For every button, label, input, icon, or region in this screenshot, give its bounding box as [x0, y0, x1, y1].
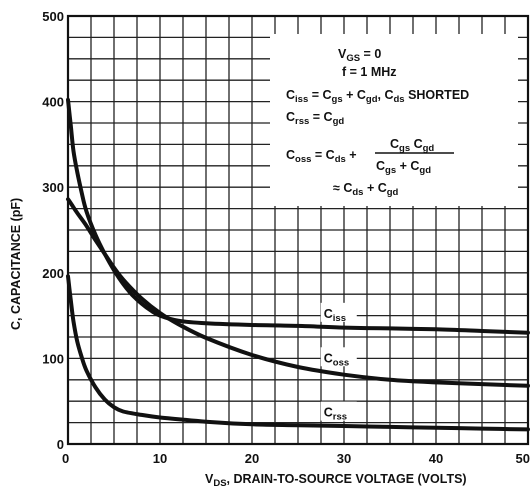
y-tick-label: 0 [57, 437, 64, 452]
annotation-coss-denominator: Cgs + Cgd [376, 159, 431, 176]
plot-frame [66, 14, 530, 446]
x-tick-label: 40 [429, 451, 443, 466]
series-label-background [320, 347, 357, 367]
annotation-frequency: f = 1 MHz [342, 65, 397, 79]
x-tick-label: 50 [516, 451, 530, 466]
series-label-background [320, 302, 357, 322]
x-axis-label: VDS, DRAIN-TO-SOURCE VOLTAGE (VOLTS) [205, 472, 467, 489]
x-tick-label: 10 [153, 451, 167, 466]
series-label-background [320, 401, 357, 421]
y-tick-label: 100 [42, 351, 64, 366]
series-label-ciss: Ciss [324, 307, 346, 324]
x-tick-label: 30 [337, 451, 351, 466]
series-label-crss: Crss [324, 406, 347, 423]
annotation-ciss-definition: Ciss = Cgs + Cgd, Cds SHORTED [286, 88, 469, 105]
y-tick-label: 400 [42, 95, 64, 110]
annotation-vgs: VGS = 0 [338, 47, 381, 64]
series-curves [66, 97, 530, 432]
x-tick-label: 0 [62, 451, 69, 466]
conditions-annotation: VGS = 0 f = 1 MHz Ciss = Cgs + Cgd, Cds … [270, 34, 518, 206]
series-line-crss [66, 274, 530, 432]
annotation-coss-numerator: Cgs Cgd [390, 137, 434, 154]
series-line-coss [66, 197, 530, 388]
annotation-crss-definition: Crss = Cgd [286, 110, 344, 127]
annotation-coss-definition: Coss = Cds + [286, 148, 357, 165]
annotation-coss-approximation: ≈ Cds + Cgd [333, 181, 399, 198]
y-tick-label: 200 [42, 266, 64, 281]
series-label-coss: Coss [324, 351, 349, 368]
y-tick-label: 300 [42, 180, 64, 195]
x-tick-label: 20 [245, 451, 259, 466]
series-line-ciss [66, 97, 530, 335]
y-axis-label: C, CAPACITANCE (pF) [9, 198, 23, 330]
annotation-background [270, 34, 518, 206]
y-tick-label: 500 [42, 9, 64, 24]
tick-labels: 0 100 200 300 400 500 0 10 20 30 40 50 [42, 9, 530, 466]
series-labels: Ciss Coss Crss [320, 302, 357, 423]
